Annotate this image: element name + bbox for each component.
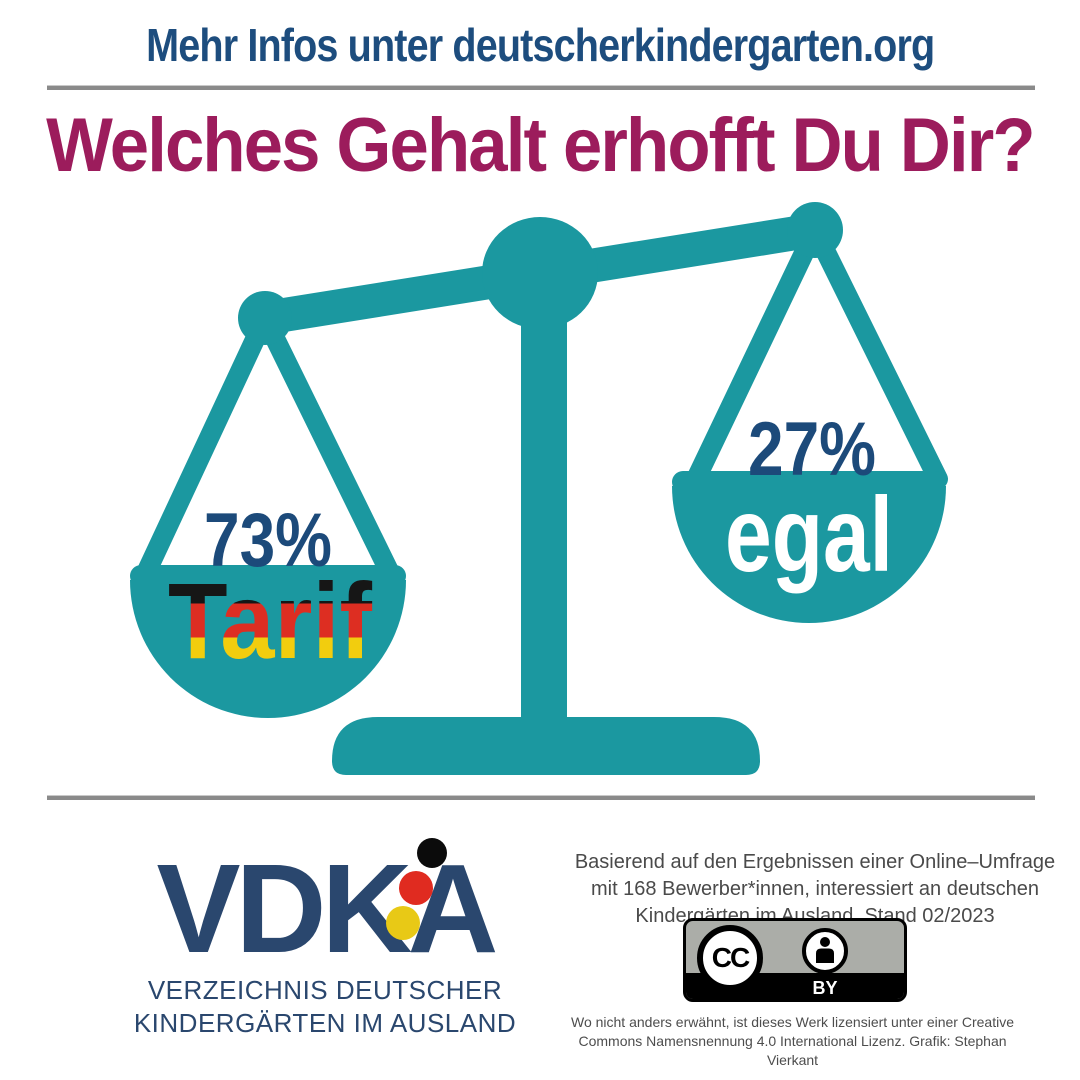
attribution-person-glyph: [816, 937, 834, 963]
cc-by-license-badge: CC BY: [683, 918, 907, 1002]
license-fine-print: Wo nicht anders erwähnt, ist dieses Werk…: [565, 1013, 1020, 1070]
left-pan: [130, 565, 406, 718]
right-pan-bowl: [672, 486, 946, 623]
vdka-logo-wordmark: VDKA: [156, 838, 498, 979]
left-pan-bowl: [130, 580, 406, 718]
right-category-label: egal: [725, 476, 893, 594]
right-pan: [672, 471, 946, 623]
right-pivot: [787, 202, 843, 258]
flag-dot-gold-icon: [386, 906, 420, 940]
flag-dot-black-icon: [417, 838, 447, 868]
right-percent-label: 27%: [748, 407, 876, 492]
base: [332, 717, 760, 775]
right-hanger-left-rod: [686, 220, 825, 489]
fine-print-line2: Commons Namensnennung 4.0 International …: [578, 1033, 1007, 1068]
left-percent-label: 73%: [204, 498, 332, 583]
cc-icon: CC: [697, 925, 763, 991]
top-divider: [47, 85, 1035, 90]
pillar: [521, 273, 567, 721]
info-url-text: Mehr Infos unter deutscherkindergarten.o…: [145, 19, 935, 71]
logo-caption-line1: VERZEICHNIS DEUTSCHER: [147, 975, 503, 1005]
survey-note-line2: mit 168 Bewerber*innen, interessiert an …: [590, 878, 1040, 900]
by-label: BY: [812, 978, 838, 998]
right-hanger-right-rod: [805, 220, 948, 489]
vdka-logo-caption: VERZEICHNIS DEUTSCHER KINDERGÄRTEN IM AU…: [85, 974, 565, 1040]
page-title: Welches Gehalt erhofft Du Dir?: [0, 102, 1080, 189]
balance-scale-svg: 73% Tarif 27% egal: [130, 202, 948, 775]
header: Mehr Infos unter deutscherkindergarten.o…: [0, 18, 1080, 72]
left-pivot: [238, 291, 292, 345]
page-title-text: Welches Gehalt erhofft Du Dir?: [46, 103, 1035, 188]
attribution-person-icon: [802, 928, 848, 974]
fine-print-line1: Wo nicht anders erwähnt, ist dieses Werk…: [570, 1014, 1014, 1030]
pan-hangers: [136, 220, 948, 583]
balance-scale-figure: 73% Tarif 27% egal: [0, 195, 1080, 785]
flag-dot-red-icon: [399, 871, 433, 905]
left-hanger-left-rod: [136, 308, 275, 583]
left-category-label: Tarif: [168, 560, 373, 681]
bottom-divider: [47, 795, 1035, 800]
logo-caption-line2: KINDERGÄRTEN IM AUSLAND: [133, 1008, 517, 1038]
left-hanger-right-rod: [255, 308, 400, 583]
survey-note-line1: Basierend auf den Ergebnissen einer Onli…: [574, 851, 1056, 873]
